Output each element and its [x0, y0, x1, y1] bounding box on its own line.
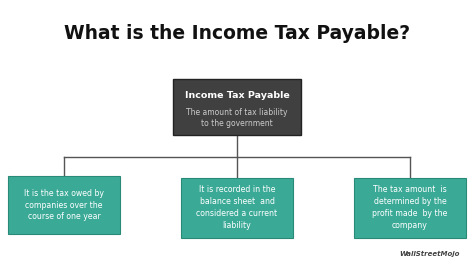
FancyBboxPatch shape — [354, 177, 465, 238]
Text: It is recorded in the
balance sheet  and
considered a current
liability: It is recorded in the balance sheet and … — [196, 185, 278, 230]
Text: WallStreetMojo: WallStreetMojo — [400, 251, 460, 257]
Text: The amount of tax liability
to the government: The amount of tax liability to the gover… — [186, 108, 288, 128]
Text: The tax amount  is
determined by the
profit made  by the
company: The tax amount is determined by the prof… — [372, 185, 448, 230]
Text: It is the tax owed by
companies over the
course of one year: It is the tax owed by companies over the… — [24, 189, 104, 221]
FancyBboxPatch shape — [181, 177, 292, 238]
FancyBboxPatch shape — [9, 176, 119, 234]
FancyBboxPatch shape — [173, 79, 301, 135]
Text: What is the Income Tax Payable?: What is the Income Tax Payable? — [64, 24, 410, 43]
Text: Income Tax Payable: Income Tax Payable — [185, 91, 289, 100]
